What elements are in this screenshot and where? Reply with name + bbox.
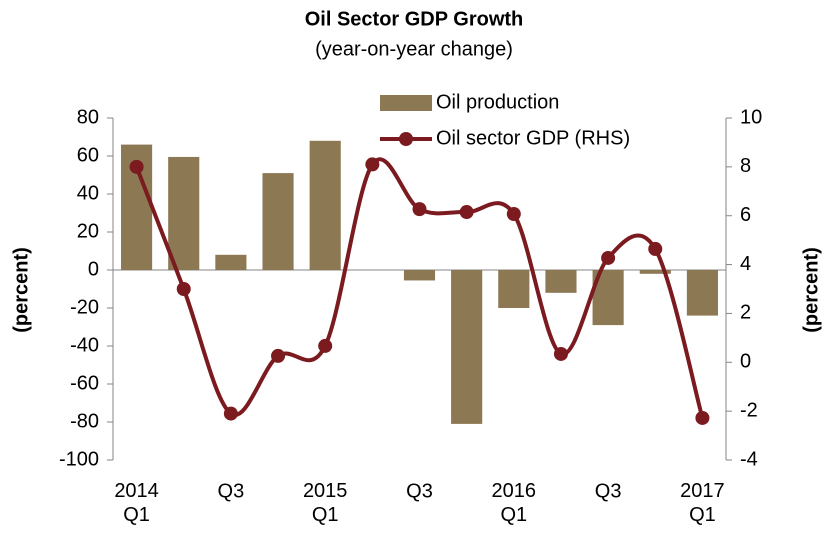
line-marker [318, 338, 333, 353]
bar [309, 140, 341, 270]
y2-tick-label: -2 [740, 399, 758, 421]
x-tick-label: Q3 [595, 480, 622, 502]
y2-tick-label: 8 [740, 155, 751, 177]
x-tick-label: 2015 Q1 [303, 480, 348, 526]
bar [168, 156, 200, 270]
y2-axis-label: (percent) [800, 247, 822, 333]
line-marker [365, 157, 380, 172]
y-tick-label: 40 [77, 182, 99, 204]
y2-tick-label: 0 [740, 351, 751, 373]
bar [215, 254, 247, 270]
x-tick-label: 2016 Q1 [492, 480, 537, 526]
line-marker [176, 282, 191, 296]
y2-tick-label: 2 [740, 302, 751, 324]
x-tick-label: 2017 Q1 [680, 480, 725, 526]
y-tick-label: -20 [70, 296, 99, 318]
line-marker [553, 346, 568, 361]
line-marker [648, 241, 663, 256]
chart-title: Oil Sector GDP Growth [305, 8, 524, 30]
bar [403, 270, 436, 281]
line-marker [459, 205, 474, 220]
x-tick-label: Q3 [218, 480, 245, 502]
y-axis-label: (percent) [10, 247, 32, 333]
line-marker [129, 159, 144, 174]
y-tick-label: 0 [88, 258, 99, 280]
bar [545, 270, 577, 293]
bar [498, 270, 530, 308]
y-tick-label: -100 [59, 448, 99, 470]
y-tick-label: -40 [70, 334, 99, 356]
line-marker [601, 250, 616, 265]
legend-label: Oil production [436, 91, 559, 113]
line-marker [412, 202, 427, 217]
chart-subtitle: (year-on-year change) [315, 38, 513, 60]
y-tick-label: -60 [70, 372, 99, 394]
y-tick-label: 20 [77, 220, 99, 242]
y2-tick-label: 4 [740, 253, 751, 275]
legend-swatch [399, 132, 413, 146]
legend-label: Oil sector GDP (RHS) [436, 127, 630, 149]
bar [262, 173, 294, 270]
y2-tick-label: -4 [740, 448, 758, 470]
legend-swatch [380, 95, 432, 111]
line-marker [506, 207, 521, 222]
bar [639, 270, 671, 274]
x-tick-label: 2014 Q1 [114, 480, 159, 526]
line-marker [271, 348, 286, 363]
y-tick-label: 80 [77, 106, 99, 128]
line-marker [695, 410, 710, 425]
bar [451, 270, 483, 424]
y-tick-label: -80 [70, 410, 99, 432]
y2-tick-label: 10 [740, 106, 762, 128]
bar [686, 270, 718, 316]
line-marker [223, 406, 238, 421]
y2-tick-label: 6 [740, 204, 751, 226]
x-tick-label: Q3 [406, 480, 433, 502]
y-tick-label: 60 [77, 144, 99, 166]
